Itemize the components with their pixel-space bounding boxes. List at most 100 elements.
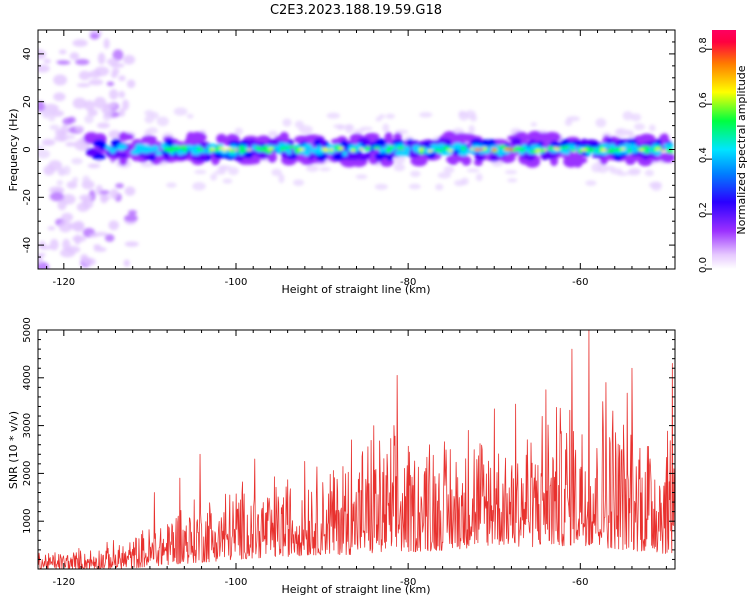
spectrogram-noise-blob	[84, 114, 94, 124]
colorbar-tick-label: 0.6	[698, 92, 709, 108]
spectrogram-noise-blob	[591, 163, 602, 173]
snr-y-tick-label: 3000	[22, 413, 33, 438]
spectrogram-band-blob	[600, 148, 607, 151]
spectrogram-noise-blob	[156, 116, 169, 127]
spectrogram-band-blob	[195, 147, 205, 152]
spectrogram-noise-blob	[468, 125, 475, 134]
spectrogram-noise-blob	[408, 183, 421, 190]
spectrogram-band-blob	[119, 133, 135, 141]
snr-y-axis-label: SNR (10 * v/v)	[7, 411, 20, 489]
spectrogram-band-blob	[550, 140, 559, 147]
spectrogram-noise-blob	[626, 169, 641, 176]
spectrogram-noise-blob	[466, 168, 480, 173]
spectrogram-band-blob	[323, 149, 329, 152]
spectrogram-x-tick-label: -80	[400, 277, 416, 288]
spectrogram-band-blob	[447, 149, 453, 152]
spectrogram-noise-blob	[72, 97, 87, 109]
spectrogram-noise-blob	[108, 220, 120, 231]
spectrogram-band-blob	[180, 145, 188, 149]
spectrogram-noise-blob	[93, 244, 102, 249]
spectrogram-noise-blob	[210, 173, 218, 181]
spectrogram-noise-blob	[47, 116, 56, 122]
spectrogram-band-blob	[356, 153, 370, 161]
colorbar-ticks: 0.0 0.2 0.4 0.6 0.8	[698, 37, 712, 273]
snr-y-ticks: 1000 2000 3000 4000 5000	[22, 317, 675, 570]
spectrogram-band-blob	[163, 147, 172, 152]
spectrogram-noise-blob	[393, 163, 406, 172]
spectrogram-noise-blob	[99, 190, 110, 195]
spectrogram-band-blob	[176, 153, 188, 160]
spectrogram-band-blob	[329, 148, 334, 151]
snr-x-axis-label: Height of straight line (km)	[281, 583, 430, 596]
spectrogram-noise-blob	[595, 117, 607, 128]
spectrogram-noise-blob	[305, 164, 319, 172]
spectrogram-noise-blob	[88, 70, 102, 79]
spectrogram-noise-blob	[622, 111, 634, 121]
colorbar-tick-label: 0.2	[698, 202, 709, 218]
spectrogram-noise-blob	[72, 39, 88, 47]
spectrogram-band-blob	[350, 149, 355, 152]
spectrogram-noise-blob	[344, 124, 354, 129]
spectrogram-x-tick-label: -60	[572, 277, 588, 288]
spectrogram-noise-blob	[38, 101, 46, 112]
spectrogram-band-blob	[515, 146, 523, 151]
spectrogram-y-axis-label: Frequency (Hz)	[7, 109, 20, 192]
spectrogram-noise-blob	[57, 199, 67, 211]
spectrogram-band-blob	[210, 147, 215, 151]
spectrogram-noise-blob	[614, 128, 628, 137]
spectrogram-noise-blob	[123, 259, 130, 267]
spectrogram-band-blob	[655, 148, 661, 151]
spectrogram-noise-blob	[126, 79, 136, 89]
spectrogram-panel: -120 -100 -80 -60 -40 -20 0 20 40 Height of str…	[7, 29, 676, 296]
spectrogram-noise-blob	[89, 32, 100, 40]
spectrogram-peak-blob	[504, 147, 511, 152]
spectrogram-band-blob	[366, 146, 372, 150]
spectrogram-band-blob	[570, 148, 576, 152]
spectrogram-band-blob	[644, 150, 650, 154]
spectrogram-noise-blob	[72, 220, 85, 233]
spectrogram-band-blob	[257, 135, 271, 143]
spectrogram-band-blob	[389, 145, 395, 150]
spectrogram-band-blob	[155, 150, 163, 156]
spectrogram-band-blob	[417, 156, 427, 166]
spectrogram-noise-blob	[74, 234, 81, 245]
spectrogram-noise-blob	[374, 183, 388, 190]
spectrogram-band-blob	[287, 145, 296, 149]
spectrogram-band-blob	[238, 145, 246, 150]
spectrogram-band-blob	[481, 139, 491, 146]
spectrogram-noise-blob	[59, 130, 66, 142]
spectrogram-band-blob	[307, 153, 315, 161]
spectrogram-band-blob	[458, 150, 469, 157]
spectrogram-band-blob	[226, 147, 233, 151]
colorbar: 0.0 0.2 0.4 0.6 0.8 Normalized spectral ampl…	[698, 30, 748, 273]
spectrogram-band-blob	[262, 145, 269, 149]
spectrogram-noise-blob	[69, 52, 80, 60]
spectrogram-noise-blob	[454, 179, 465, 187]
spectrogram-noise-blob	[218, 165, 232, 170]
spectrogram-band-blob	[386, 147, 391, 152]
spectrogram-band-blob	[359, 147, 364, 151]
spectrogram-noise-blob	[435, 183, 444, 191]
spectrogram-noise-blob	[633, 123, 646, 131]
spectrogram-noise-blob	[378, 114, 386, 119]
spectrogram-band-blob	[498, 144, 507, 150]
spectrogram-band-blob	[585, 147, 590, 153]
spectrogram-noise-blob	[49, 124, 60, 131]
spectrogram-noise-blob	[103, 38, 110, 50]
spectrogram-band-blob	[575, 156, 588, 164]
spectrogram-x-axis-label: Height of straight line (km)	[281, 283, 430, 296]
spectrogram-noise-blob	[443, 166, 455, 174]
spectrogram-noise-blob	[38, 145, 45, 150]
snr-panel: -120 -100 -80 -60 1000 2000 3000 4000 5000 Heig…	[7, 317, 676, 596]
spectrogram-noise-blob	[109, 188, 119, 200]
spectrogram-band-blob	[396, 146, 405, 150]
spectrogram-noise-blob	[82, 175, 91, 185]
spectrogram-band-blob	[627, 148, 632, 153]
spectrogram-band-blob	[547, 146, 554, 151]
spectrogram-band-blob	[150, 145, 160, 151]
spectrogram-band-blob	[564, 154, 575, 164]
spectrogram-noise-blob	[630, 113, 642, 122]
spectrogram-noise-blob	[382, 123, 390, 133]
spectrogram-noise-blob	[57, 168, 65, 176]
spectrogram-band-blob	[374, 152, 388, 159]
